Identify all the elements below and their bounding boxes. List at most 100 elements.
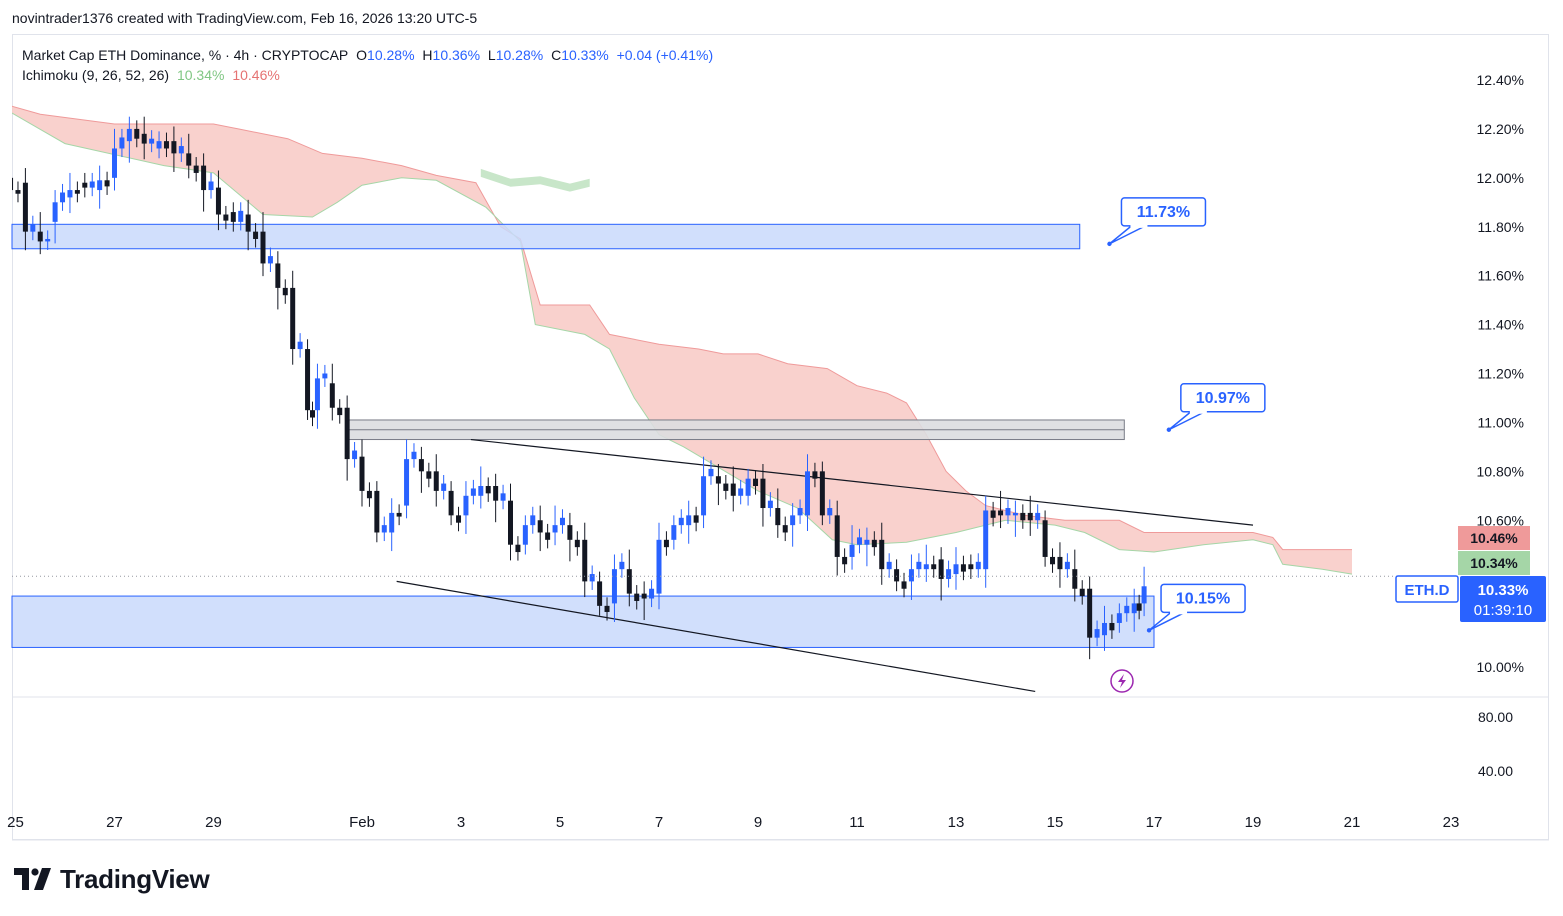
candle-body	[89, 181, 95, 188]
candle-body	[441, 483, 447, 491]
candle-body	[15, 190, 21, 194]
candle-body	[230, 212, 236, 222]
candle-body	[723, 483, 729, 491]
candle-body	[530, 515, 536, 526]
candle-body	[901, 581, 907, 589]
time-tick-label: 27	[106, 814, 123, 831]
candle-body	[693, 515, 699, 523]
candle-body	[998, 510, 1004, 516]
candle-body	[366, 490, 372, 499]
candle-body	[619, 561, 625, 570]
candle-body	[171, 141, 177, 154]
candle-body	[1124, 605, 1130, 614]
time-tick-label: 11	[849, 814, 865, 831]
candle-body	[433, 471, 439, 491]
candle-body	[649, 588, 655, 599]
legend-symbol: Market Cap ETH Dominance, % · 4h · CRYPT…	[22, 47, 349, 63]
callout-pointer	[1108, 225, 1146, 245]
candle-body	[52, 202, 58, 222]
candle-body	[470, 488, 476, 496]
candle-body	[463, 495, 469, 516]
candle-body	[864, 539, 870, 545]
candle-body	[322, 373, 328, 379]
candle-body	[418, 459, 424, 472]
price-tick-label: 11.00%	[1478, 414, 1524, 430]
chart-credit: novintrader1376 created with TradingView…	[12, 10, 478, 26]
ichimoku-cloud-bear	[12, 106, 1352, 575]
candle-body	[104, 180, 110, 187]
tradingview-brand: TradingView	[60, 863, 210, 894]
callout-box[interactable]	[1160, 583, 1246, 614]
candle-body	[812, 471, 818, 479]
tradingview-logo[interactable]: TradingView	[14, 862, 210, 896]
candle-body	[537, 520, 543, 533]
candle-body	[290, 287, 296, 350]
legend-close-label: C	[551, 47, 562, 63]
time-tick-label: 21	[1344, 814, 1361, 831]
candle-body	[908, 569, 914, 582]
candle-body	[448, 490, 454, 516]
candle-body	[245, 214, 251, 232]
candle-body	[119, 137, 125, 149]
legend-open-value: 10.28%	[367, 47, 415, 63]
ichimoku-cloud-bull	[480, 168, 590, 192]
legend-indicator-row: Ichimoku (9, 26, 52, 26) 10.34% 10.46%	[22, 65, 717, 85]
candle-body	[767, 500, 773, 509]
time-tick-label: 9	[754, 814, 762, 831]
candle-body	[22, 182, 28, 232]
candle-body	[753, 478, 759, 487]
time-tick-label: 15	[1047, 814, 1064, 831]
candle-body	[74, 190, 80, 194]
candle-body	[634, 593, 640, 601]
last-price-label: 10.33%	[1478, 582, 1529, 599]
candle-body	[208, 181, 214, 191]
legend-high-label: H	[422, 47, 433, 63]
trendline-2[interactable]	[396, 580, 1036, 693]
candle-body	[760, 478, 766, 509]
candle-body	[282, 287, 288, 296]
candle-body	[805, 471, 810, 516]
candle-body	[611, 569, 617, 604]
time-tick-label: 3	[457, 814, 465, 831]
price-tick-label: 11.40%	[1478, 317, 1524, 333]
candle-body	[775, 508, 781, 526]
candle-body	[567, 525, 573, 540]
candle-body	[156, 141, 162, 149]
time-tick-label: 25	[7, 814, 24, 831]
candle-body	[253, 231, 259, 239]
candle-body	[582, 539, 588, 582]
candle-body	[67, 190, 73, 198]
symbol-tag-label: ETH.D	[1405, 582, 1450, 599]
candle-body	[267, 256, 273, 264]
callout-label: 10.15%	[1176, 590, 1230, 607]
symbol-tag[interactable]	[1395, 575, 1459, 603]
legend-low-label: L	[487, 47, 496, 63]
candle-body	[426, 471, 432, 479]
candle-body	[478, 486, 484, 496]
candle-body	[879, 539, 885, 570]
candle-body	[178, 146, 184, 154]
candle-body	[374, 490, 380, 533]
legend-indicator-value-1: 10.34%	[176, 67, 225, 83]
trendline-1[interactable]	[470, 438, 1254, 526]
candle-body	[953, 564, 959, 575]
ichimoku-span-a	[12, 112, 1353, 575]
candle-body	[485, 486, 491, 494]
legend-indicator-value-2: 10.46%	[232, 67, 280, 83]
candle-body	[894, 569, 900, 582]
legend-symbol-row: Market Cap ETH Dominance, % · 4h · CRYPT…	[22, 45, 717, 65]
candle-body	[871, 539, 877, 548]
candle-body	[238, 210, 244, 222]
legend-change: +0.04 (+0.41%)	[616, 47, 714, 63]
lower-pane-tick-label: 80.00	[1478, 709, 1513, 725]
price-tick-label: 11.60%	[1478, 268, 1524, 284]
callout-box[interactable]	[1180, 383, 1266, 413]
candle-body	[1057, 556, 1063, 570]
candle-body	[701, 476, 707, 516]
alert-lightning-icon-glyph	[1118, 674, 1126, 688]
callout-box[interactable]	[1120, 197, 1207, 227]
candle-body	[1102, 622, 1107, 636]
candle-body	[1042, 520, 1048, 557]
candle-body	[990, 510, 996, 518]
